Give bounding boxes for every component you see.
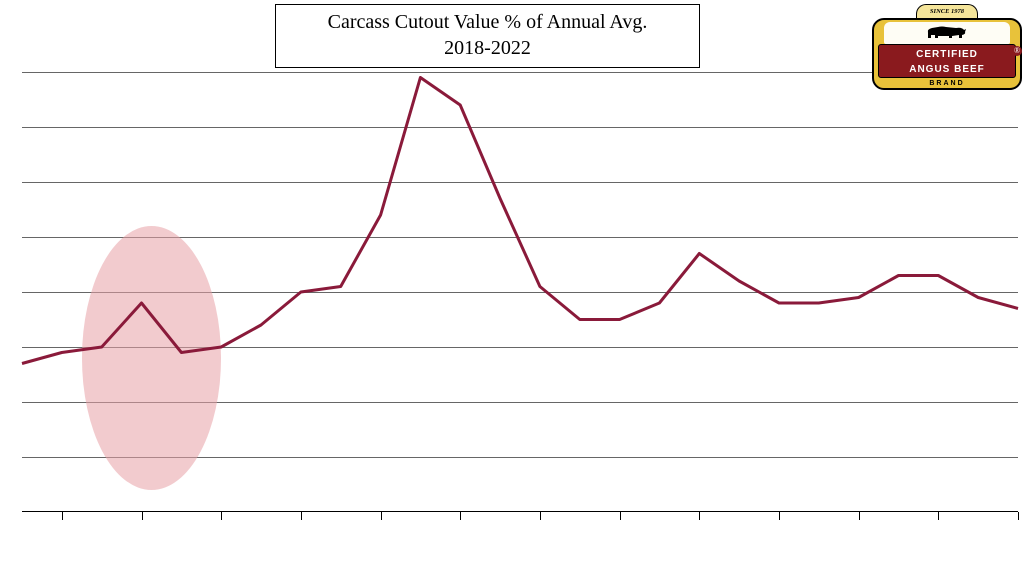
x-tick: [221, 512, 222, 520]
line-series-svg: [22, 72, 1018, 512]
logo-red-banner: CERTIFIED ANGUS BEEF: [878, 44, 1016, 78]
x-tick: [859, 512, 860, 520]
x-tick: [620, 512, 621, 520]
chart-title-line1: Carcass Cutout Value % of Annual Avg.: [284, 9, 691, 35]
x-tick: [460, 512, 461, 520]
certified-angus-beef-logo: SINCE 1978 CERTIFIED ANGUS BEEF ® BRAND: [872, 4, 1022, 94]
logo-brand-text: BRAND: [874, 80, 1020, 87]
x-tick: [779, 512, 780, 520]
x-tick: [699, 512, 700, 520]
x-tick: [62, 512, 63, 520]
logo-text-line2: ANGUS BEEF: [879, 62, 1015, 77]
logo-text-line1: CERTIFIED: [879, 47, 1015, 62]
x-tick: [142, 512, 143, 520]
logo-body: CERTIFIED ANGUS BEEF ® BRAND: [872, 18, 1022, 90]
x-tick: [938, 512, 939, 520]
value-line: [22, 78, 1018, 364]
chart-title-box: Carcass Cutout Value % of Annual Avg. 20…: [275, 4, 700, 68]
chart-title-line2: 2018-2022: [284, 35, 691, 61]
logo-cow-silhouette-area: [884, 22, 1010, 44]
x-tick: [301, 512, 302, 520]
chart-container: Carcass Cutout Value % of Annual Avg. 20…: [0, 0, 1024, 588]
logo-registered-mark: ®: [1012, 46, 1022, 56]
cow-icon: [922, 24, 972, 42]
x-tick: [381, 512, 382, 520]
x-tick: [540, 512, 541, 520]
plot-area: [22, 72, 1018, 512]
x-tick: [1018, 512, 1019, 520]
